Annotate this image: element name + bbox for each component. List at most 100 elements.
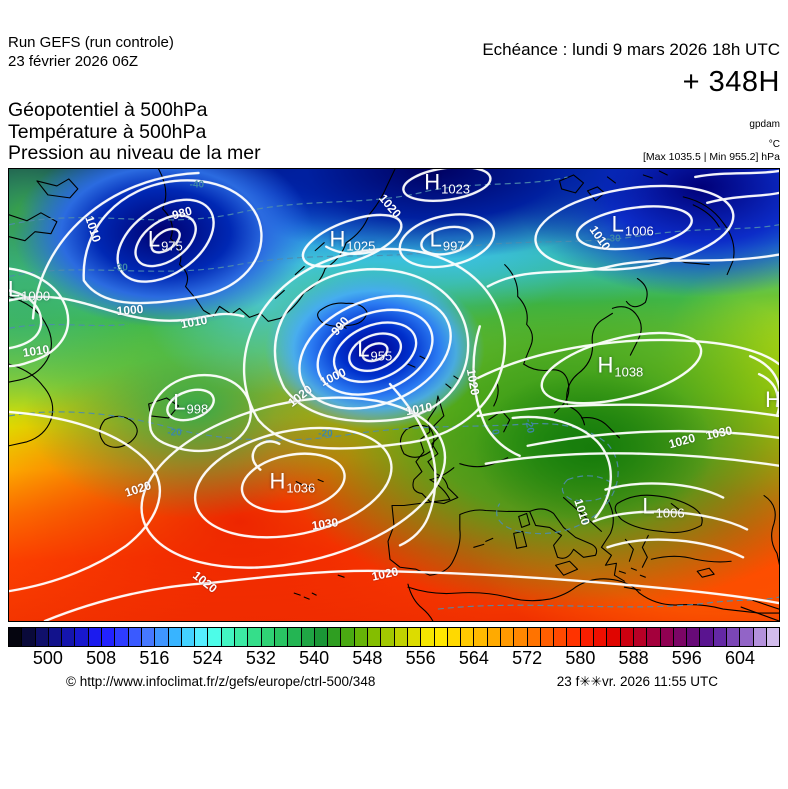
colorbar-tick: 516 — [139, 648, 170, 668]
colorbar-cell — [407, 628, 422, 646]
colorbar-cell — [753, 628, 767, 646]
colorbar-cell — [301, 628, 315, 646]
isobar-label: 980 — [170, 203, 194, 223]
colorbar-cell — [766, 628, 780, 646]
colorbar-tick: 604 — [725, 648, 756, 668]
colorbar-tick: 508 — [86, 648, 117, 668]
colorbar-cell — [713, 628, 728, 646]
weather-map: L 975 H 1023 H 1025 L 997 L 1006 L 1000 L 955 L 998 H 103… — [8, 168, 780, 622]
colorbar-cell — [567, 628, 581, 646]
colorbar-cell — [62, 628, 76, 646]
colorbar-cell — [48, 628, 63, 646]
isobar-label: 1010 — [404, 399, 433, 419]
colorbar-cell — [195, 628, 209, 646]
pressure-center-H1023: H 1023 — [424, 169, 471, 197]
temperature-label: -20 — [522, 417, 536, 434]
colorbar-cell — [274, 628, 289, 646]
run-info: Run GEFS (run controle) 23 février 2026 … — [8, 33, 174, 71]
pressure-center-L997: L 997 — [429, 226, 465, 254]
colorbar-cell — [461, 628, 475, 646]
colorbar-cell — [115, 628, 129, 646]
isobar-label: 1030 — [311, 515, 340, 534]
colorbar-cell — [660, 628, 674, 646]
colorbar-cell — [487, 628, 501, 646]
temperature-label: -20 — [318, 428, 333, 440]
colorbar-cell — [580, 628, 595, 646]
colorbar-cell — [328, 628, 342, 646]
colorbar-cell — [594, 628, 608, 646]
colorbar-tick: 500 — [32, 648, 63, 668]
generation-timestamp: 23 f✳✳vr. 2026 11:55 UTC — [556, 674, 718, 689]
colorbar-cell — [434, 628, 448, 646]
source-url: © http://www.infoclimat.fr/z/gefs/europe… — [66, 674, 376, 689]
isobar-label: 1000 — [318, 364, 349, 389]
isobar-label: 1020 — [190, 568, 221, 596]
colorbar-cell — [9, 628, 23, 646]
forecast-step: + 348H — [682, 66, 780, 98]
isobar-label: 1020 — [667, 430, 697, 451]
colorbar-cell — [740, 628, 754, 646]
colorbar-cell — [208, 628, 222, 646]
pressure-center-L998: L 998 — [173, 389, 209, 417]
colorbar-ticks: 500 508 516 524 532 540 548 556 564 572 580 588 596 6… — [8, 648, 780, 670]
colorbar-cell — [500, 628, 515, 646]
colorbar-cell — [474, 628, 488, 646]
colorbar-cell — [168, 628, 182, 646]
colorbar-cell — [527, 628, 541, 646]
map-svg — [9, 169, 779, 621]
isobar-label: 1010 — [21, 342, 51, 360]
colorbar-cell — [155, 628, 169, 646]
field-title-pressure: Pression au niveau de la mer — [8, 142, 261, 164]
isobar-label: 1020 — [376, 190, 405, 221]
coastlines — [9, 169, 779, 621]
isobar-label: 1010 — [571, 496, 593, 527]
colorbar-cell — [341, 628, 355, 646]
pressure-center-L1006: L 1006 — [642, 493, 685, 521]
colorbar-cell — [314, 628, 329, 646]
isobar-contours — [9, 169, 779, 621]
isobar-label: 1030 — [704, 423, 734, 443]
isobar-label: 1010 — [179, 313, 209, 332]
temperature-label: -40 — [189, 179, 205, 191]
isobar-label: 1000 — [115, 302, 144, 319]
colorbar-cell — [181, 628, 196, 646]
colorbar-cell — [354, 628, 369, 646]
colorbar-cell — [102, 628, 116, 646]
colorbar-tick: 524 — [192, 648, 223, 668]
colorbar-cell — [647, 628, 661, 646]
colorbar-tick: 596 — [671, 648, 702, 668]
colorbar-cell — [394, 628, 408, 646]
pressure-center-H: H — [765, 386, 780, 412]
colorbar-tick: 556 — [405, 648, 436, 668]
colorbar-cell — [540, 628, 555, 646]
colorbar-cell — [514, 628, 528, 646]
colorbar-tick: 580 — [565, 648, 596, 668]
temperature-label: -30 — [113, 262, 128, 274]
colorbar-cell — [633, 628, 648, 646]
colorbar-tick: 564 — [458, 648, 489, 668]
pressure-center-L1000: L 1000 — [8, 276, 51, 304]
unit-temperature: °C — [768, 139, 780, 150]
colorbar-cell — [700, 628, 714, 646]
colorbar-cell — [687, 628, 701, 646]
colorbar-cell — [727, 628, 741, 646]
colorbar-cell — [128, 628, 142, 646]
colorbar-cell — [447, 628, 462, 646]
isobar-label: 990 — [328, 314, 352, 339]
pressure-center-L955: L 955 — [357, 336, 393, 364]
colorbar-tick: 540 — [299, 648, 330, 668]
temperature-label: -30 — [606, 233, 621, 245]
pressure-center-H1038: H 1038 — [597, 352, 644, 380]
colorbar — [8, 627, 780, 647]
pressure-center-H1025: H 1025 — [329, 226, 376, 254]
run-date: 23 février 2026 06Z — [8, 53, 139, 70]
colorbar-cell — [607, 628, 621, 646]
isobar-label: 1020 — [463, 367, 482, 397]
colorbar-cell — [554, 628, 568, 646]
colorbar-cell — [221, 628, 236, 646]
temperature-label: -20 — [167, 427, 182, 439]
colorbar-tick: 572 — [512, 648, 543, 668]
pressure-center-L975: L 975 — [147, 226, 183, 254]
colorbar-cell — [381, 628, 395, 646]
colorbar-cell — [22, 628, 36, 646]
